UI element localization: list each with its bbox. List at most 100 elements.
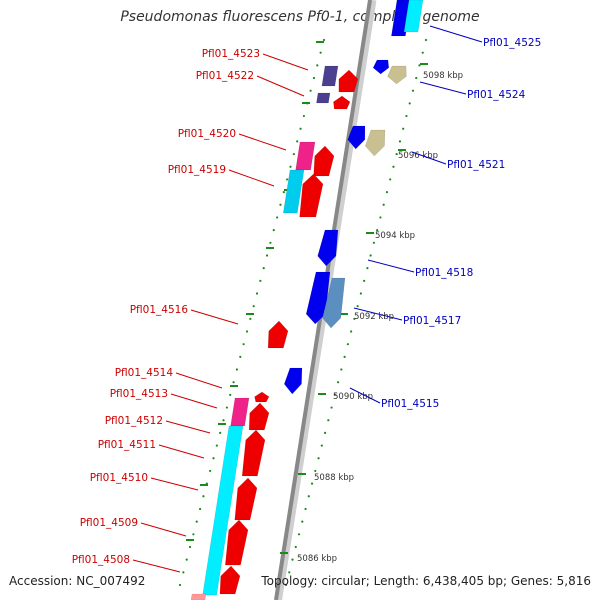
track-dot bbox=[421, 51, 424, 54]
track-dot bbox=[255, 292, 259, 295]
forward-gene-label: Pfl01_4522 bbox=[196, 70, 254, 82]
gene-arrow-pfl01-4524-cds bbox=[387, 65, 407, 85]
track-dot bbox=[353, 317, 356, 320]
track-dot bbox=[359, 292, 362, 295]
track-dot bbox=[288, 571, 291, 574]
gene-leader-line bbox=[140, 522, 187, 537]
gene-leader-line bbox=[165, 420, 211, 434]
track-dot bbox=[284, 583, 288, 587]
gene-bar-pfl01-4522 bbox=[316, 92, 331, 104]
track-dot bbox=[405, 114, 408, 118]
track-dot bbox=[276, 216, 279, 219]
kbp-label: 5088 kbp bbox=[314, 473, 354, 483]
reverse-gene-label: Pfl01_4515 bbox=[381, 398, 439, 410]
gene-leader-line bbox=[175, 372, 223, 389]
gene-leader-line bbox=[158, 444, 205, 459]
track-dot bbox=[323, 431, 327, 435]
track-dot bbox=[320, 444, 323, 447]
gene-arrow-pfl01-4513 bbox=[248, 402, 270, 431]
track-dot bbox=[209, 469, 212, 473]
track-dot bbox=[415, 76, 418, 80]
gene-arrow-pfl01-4514 bbox=[254, 391, 270, 403]
track-dot bbox=[376, 229, 379, 232]
track-dot bbox=[245, 330, 249, 333]
kbp-label: 5090 kbp bbox=[333, 392, 373, 402]
track-dot bbox=[314, 469, 317, 473]
track-dot bbox=[385, 190, 389, 194]
forward-gene-label: Pfl01_4516 bbox=[130, 304, 189, 316]
gene-arrow-pfl01-4522 bbox=[333, 95, 351, 110]
track-dot bbox=[269, 241, 272, 244]
track-dot bbox=[317, 457, 320, 460]
track-dot bbox=[235, 368, 239, 371]
gene-arrow-pfl01-4520 bbox=[313, 145, 335, 177]
track-dot bbox=[195, 520, 198, 523]
track-dot bbox=[382, 203, 385, 206]
gene-leader-line bbox=[170, 393, 218, 409]
forward-gene-label: Pfl01_4513 bbox=[110, 388, 168, 400]
track-dot bbox=[188, 545, 192, 549]
track-dot bbox=[299, 127, 302, 130]
track-dot bbox=[333, 393, 336, 396]
track-dot bbox=[402, 127, 405, 130]
forward-gene-label: Pfl01_4520 bbox=[178, 128, 236, 140]
track-dot bbox=[198, 507, 202, 511]
track-dot bbox=[239, 355, 242, 358]
track-dot bbox=[219, 431, 222, 435]
track-dot bbox=[327, 419, 330, 422]
gene-bar-pfl01-4523 bbox=[321, 65, 339, 87]
gene-arrow-pfl01-4512 bbox=[241, 429, 266, 477]
reverse-gene-label: Pfl01_4517 bbox=[403, 315, 461, 327]
gene-leader-line bbox=[429, 25, 483, 43]
gene-arrow-pfl01-4515 bbox=[283, 367, 303, 395]
forward-gene-label: Pfl01_4523 bbox=[202, 48, 260, 60]
track-dot bbox=[307, 495, 310, 498]
track-dot bbox=[302, 114, 306, 118]
track-dot bbox=[225, 406, 228, 409]
gene-leader-line bbox=[349, 387, 381, 404]
forward-gene-label: Pfl01_4511 bbox=[98, 439, 156, 451]
track-dot bbox=[178, 583, 182, 587]
track-dot bbox=[389, 178, 392, 181]
gene-leader-line bbox=[132, 559, 181, 573]
gene-arrow-pfl01-4524 bbox=[372, 59, 390, 75]
track-dot bbox=[259, 279, 262, 282]
kbp-label: 5098 kbp bbox=[423, 71, 463, 81]
track-dot bbox=[296, 140, 299, 143]
track-dot bbox=[279, 203, 282, 206]
kbp-label: 5094 kbp bbox=[375, 231, 415, 241]
gene-bar-pfl01-4513 bbox=[230, 397, 250, 427]
topology-label: Topology: circular; Length: 6,438,405 bp… bbox=[261, 574, 591, 588]
gene-arrow-pfl01-4508 bbox=[219, 565, 241, 595]
track-dot bbox=[242, 343, 245, 346]
reverse-gene-label: Pfl01_4525 bbox=[483, 37, 541, 49]
track-dot bbox=[301, 520, 304, 523]
track-dot bbox=[202, 495, 205, 498]
track-dot bbox=[297, 533, 301, 536]
track-dot bbox=[229, 393, 232, 396]
track-dot bbox=[363, 279, 366, 282]
kbp-label: 5096 kbp bbox=[398, 151, 438, 161]
track-dot bbox=[292, 152, 295, 156]
track-dot bbox=[265, 254, 269, 257]
gene-arrow-pfl01-4523 bbox=[338, 69, 359, 93]
track-dot bbox=[249, 317, 252, 320]
gene-arrow-pfl01-4521-cds bbox=[364, 129, 386, 157]
track-dot bbox=[322, 38, 326, 42]
gene-arrow-pfl01-4517 bbox=[305, 271, 331, 325]
gene-leader-line bbox=[411, 151, 447, 165]
forward-gene-label: Pfl01_4508 bbox=[72, 554, 130, 566]
track-dot bbox=[252, 305, 255, 308]
right-dotted-track bbox=[284, 38, 428, 587]
track-dot bbox=[310, 482, 314, 485]
track-dot bbox=[215, 444, 218, 447]
gene-bar-pfl01-4519 bbox=[282, 169, 305, 214]
track-dot bbox=[289, 165, 292, 168]
kbp-label: 5092 kbp bbox=[354, 312, 394, 322]
accession-label: Accession: NC_007492 bbox=[9, 574, 146, 588]
track-dot bbox=[392, 165, 395, 168]
gene-leader-line bbox=[353, 307, 403, 321]
forward-gene-label: Pfl01_4510 bbox=[90, 472, 148, 484]
